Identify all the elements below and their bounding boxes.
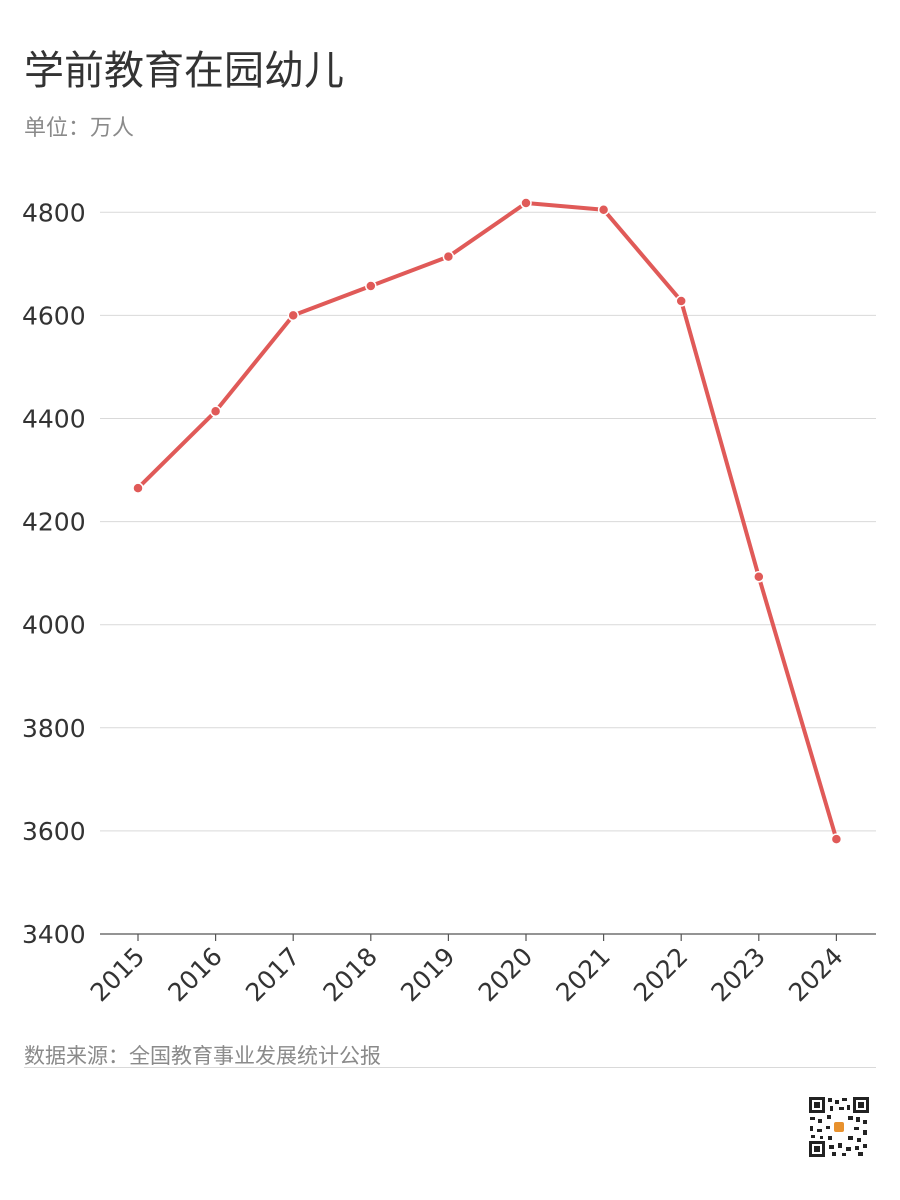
chart-title: 学前教育在园幼儿 (24, 48, 344, 94)
data-point (597, 203, 610, 216)
data-point (675, 295, 687, 307)
x-tick-label: 2018 (318, 942, 383, 1007)
y-tick-label: 3400 (22, 920, 86, 949)
y-tick-label: 4400 (22, 405, 86, 434)
series-line (136, 201, 839, 842)
x-tick-label: 2019 (395, 942, 460, 1007)
data-point (830, 833, 843, 845)
x-tick-label: 2023 (706, 942, 771, 1007)
data-point (520, 197, 532, 209)
qr-code-icon (808, 1096, 870, 1158)
data-source: 数据来源：全国教育事业发展统计公报 (24, 1044, 381, 1068)
data-point (209, 405, 222, 418)
y-tick-label: 4000 (22, 611, 86, 640)
y-tick-label: 4200 (22, 508, 86, 537)
data-point (132, 482, 144, 494)
x-tick-label: 2021 (550, 942, 615, 1007)
data-point (287, 309, 299, 322)
y-tick-label: 3800 (22, 714, 86, 743)
y-tick-label: 4600 (22, 301, 86, 330)
data-point (753, 571, 765, 583)
x-tick-label: 2015 (85, 942, 150, 1007)
chart-unit-label: 单位：万人 (24, 116, 135, 141)
data-point (365, 280, 377, 292)
source-divider (24, 1067, 876, 1068)
x-tick-label: 2020 (473, 942, 538, 1007)
y-tick-label: 3600 (22, 817, 86, 846)
y-tick-label: 4800 (22, 198, 86, 227)
line-chart: 3400 3600 3800 4000 4200 4400 4600 4800 2015 2016… (22, 197, 876, 1007)
x-tick-label: 2022 (628, 942, 693, 1007)
data-point (442, 250, 455, 263)
x-tick-label: 2024 (783, 942, 848, 1007)
x-tick-label: 2017 (240, 942, 305, 1007)
x-tick-label: 2016 (162, 942, 227, 1007)
